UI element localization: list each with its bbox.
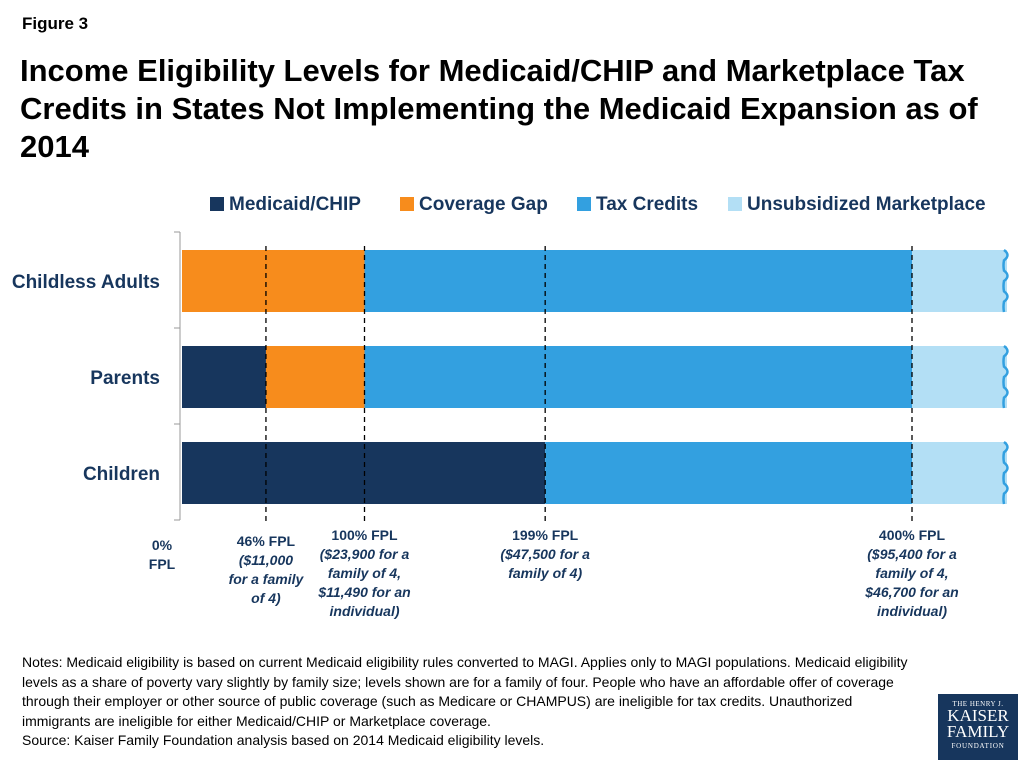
fpl-label-line: FPL bbox=[148, 556, 176, 572]
legend-item-tax-credits: Tax Credits bbox=[577, 194, 698, 216]
fpl-label-line: ($11,000 bbox=[238, 552, 294, 568]
logo-line-2: KAISER bbox=[947, 706, 1009, 725]
fpl-label-line: $11,490 for an bbox=[318, 584, 411, 600]
fpl-label-line: 199% FPL bbox=[512, 527, 579, 543]
axis-break-marker bbox=[1002, 344, 1009, 409]
fpl-label-46: 46% FPL ($11,000 for a family of 4) bbox=[201, 532, 331, 608]
bar-gap-parents bbox=[265, 346, 365, 408]
fpl-label-row: 0% FPL 46% FPL ($11,000 for a family of 4) 100… bbox=[0, 526, 1024, 636]
bar-tax_credits-children bbox=[545, 442, 912, 504]
legend-swatch-gap bbox=[400, 197, 414, 211]
fpl-label-line: family of 4, bbox=[327, 565, 402, 581]
fpl-label-line: family of 4, bbox=[875, 565, 949, 581]
legend-item-unsubsidized: Unsubsidized Marketplace bbox=[728, 194, 986, 216]
fpl-label-line: individual) bbox=[877, 603, 947, 619]
notes: Notes: Medicaid eligibility is based on … bbox=[22, 653, 922, 751]
fpl-label-line: for a family bbox=[228, 571, 304, 587]
source-text: Source: Kaiser Family Foundation analysi… bbox=[22, 732, 545, 748]
legend-label-unsubsidized: Unsubsidized Marketplace bbox=[747, 194, 986, 215]
fpl-label-line: family of 4) bbox=[508, 565, 583, 581]
figure-label: Figure 3 bbox=[22, 14, 89, 33]
legend-label-tax-credits: Tax Credits bbox=[596, 194, 699, 215]
bar-medicaid-children bbox=[182, 442, 546, 504]
bar-gap-childless-adults bbox=[182, 250, 365, 312]
bar-unsubsidized-childless-adults bbox=[912, 250, 1007, 312]
fpl-label-line: ($47,500 for a bbox=[500, 546, 590, 562]
category-label: Childless Adults bbox=[12, 272, 160, 293]
fpl-label-line: individual) bbox=[329, 603, 400, 619]
bar-medicaid-parents bbox=[182, 346, 266, 408]
legend-item-gap: Coverage Gap bbox=[400, 194, 548, 216]
fpl-label-line: of 4) bbox=[251, 590, 281, 606]
category-label: Parents bbox=[90, 368, 160, 389]
logo-line-1: THE HENRY J. bbox=[952, 700, 1004, 708]
fpl-label-line: 400% FPL bbox=[878, 527, 946, 543]
legend-label-medicaid: Medicaid/CHIP bbox=[229, 194, 361, 215]
fpl-label-line: 100% FPL bbox=[331, 527, 398, 543]
fpl-label-400: 400% FPL ($95,400 for a family of 4, $46,70… bbox=[847, 526, 977, 621]
fpl-label-line: ($23,900 for a bbox=[319, 546, 410, 562]
bar-tax_credits-childless-adults bbox=[364, 250, 912, 312]
fpl-label-0: 0% FPL bbox=[97, 536, 227, 574]
bar-unsubsidized-children bbox=[912, 442, 1007, 504]
legend-swatch-medicaid bbox=[210, 197, 224, 211]
kff-logo: THE HENRY J. KAISER FAMILY FOUNDATION bbox=[938, 694, 1018, 760]
bar-unsubsidized-parents bbox=[912, 346, 1007, 408]
category-label: Children bbox=[83, 464, 160, 485]
legend-label-gap: Coverage Gap bbox=[419, 194, 548, 215]
fpl-label-line: ($95,400 for a bbox=[867, 546, 957, 562]
fpl-label-199: 199% FPL ($47,500 for a family of 4) bbox=[480, 526, 610, 583]
fpl-label-line: 0% bbox=[151, 537, 173, 553]
notes-text: Notes: Medicaid eligibility is based on … bbox=[22, 654, 908, 729]
logo-line-3: FAMILY bbox=[946, 722, 1010, 741]
legend-swatch-unsubsidized bbox=[728, 197, 742, 211]
legend-item-medicaid: Medicaid/CHIP bbox=[210, 194, 361, 216]
legend-swatch-tax-credits bbox=[577, 197, 591, 211]
logo-line-4: FOUNDATION bbox=[951, 742, 1005, 750]
chart-title: Income Eligibility Levels for Medicaid/C… bbox=[20, 53, 978, 164]
fpl-label-line: $46,700 for an bbox=[865, 584, 959, 600]
bar-tax_credits-parents bbox=[364, 346, 912, 408]
axis-break-marker bbox=[1002, 248, 1009, 313]
fpl-label-100: 100% FPL ($23,900 for a family of 4, $11,49… bbox=[300, 526, 430, 621]
chart-plot: Childless Adults Parents Children bbox=[12, 231, 1009, 525]
fpl-label-line: 46% FPL bbox=[236, 533, 296, 549]
chart-legend: Medicaid/CHIP Coverage Gap Tax Credits U… bbox=[210, 194, 1010, 218]
axis-break-marker bbox=[1002, 440, 1009, 505]
